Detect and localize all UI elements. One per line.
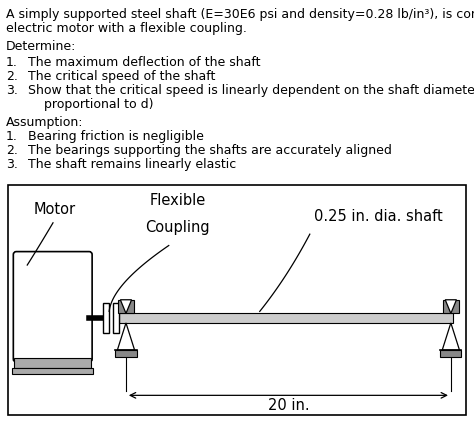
Text: The critical speed of the shaft: The critical speed of the shaft bbox=[28, 70, 215, 83]
Bar bbox=[12, 368, 93, 374]
FancyBboxPatch shape bbox=[13, 252, 92, 362]
Bar bbox=[440, 350, 462, 357]
Text: The bearings supporting the shafts are accurately aligned: The bearings supporting the shafts are a… bbox=[28, 144, 392, 157]
Text: Bearing friction is negligible: Bearing friction is negligible bbox=[28, 130, 204, 143]
Polygon shape bbox=[442, 323, 459, 350]
Text: The maximum deflection of the shaft: The maximum deflection of the shaft bbox=[28, 56, 261, 69]
Text: A simply supported steel shaft (E=30E6 psi and density=0.28 lb/in³), is connecte: A simply supported steel shaft (E=30E6 p… bbox=[6, 8, 474, 21]
Text: Motor: Motor bbox=[34, 202, 76, 217]
Text: Flexible: Flexible bbox=[150, 192, 206, 208]
Text: 2.: 2. bbox=[6, 70, 18, 83]
Bar bbox=[115, 350, 137, 357]
Text: electric motor with a flexible coupling.: electric motor with a flexible coupling. bbox=[6, 22, 247, 35]
Bar bbox=[8, 185, 466, 415]
Text: 3.: 3. bbox=[6, 158, 18, 171]
Text: Assumption:: Assumption: bbox=[6, 116, 83, 129]
Polygon shape bbox=[445, 300, 456, 314]
Text: 1.: 1. bbox=[6, 56, 18, 69]
Text: Coupling: Coupling bbox=[146, 220, 210, 235]
Bar bbox=[119, 314, 453, 323]
Polygon shape bbox=[118, 323, 135, 350]
Text: 1.: 1. bbox=[6, 130, 18, 143]
Bar bbox=[443, 300, 459, 314]
Text: proportional to d): proportional to d) bbox=[28, 98, 154, 111]
Polygon shape bbox=[120, 300, 132, 314]
Text: 3.: 3. bbox=[6, 84, 18, 97]
Text: 20 in.: 20 in. bbox=[268, 398, 309, 413]
Bar bbox=[113, 303, 119, 333]
Bar bbox=[14, 358, 91, 368]
Text: Determine:: Determine: bbox=[6, 40, 76, 53]
Text: 2.: 2. bbox=[6, 144, 18, 157]
Bar bbox=[118, 300, 134, 314]
Text: Show that the critical speed is linearly dependent on the shaft diameter (ωc is: Show that the critical speed is linearly… bbox=[28, 84, 474, 97]
Text: The shaft remains linearly elastic: The shaft remains linearly elastic bbox=[28, 158, 236, 171]
Text: 0.25 in. dia. shaft: 0.25 in. dia. shaft bbox=[314, 208, 443, 224]
Bar bbox=[103, 303, 109, 333]
